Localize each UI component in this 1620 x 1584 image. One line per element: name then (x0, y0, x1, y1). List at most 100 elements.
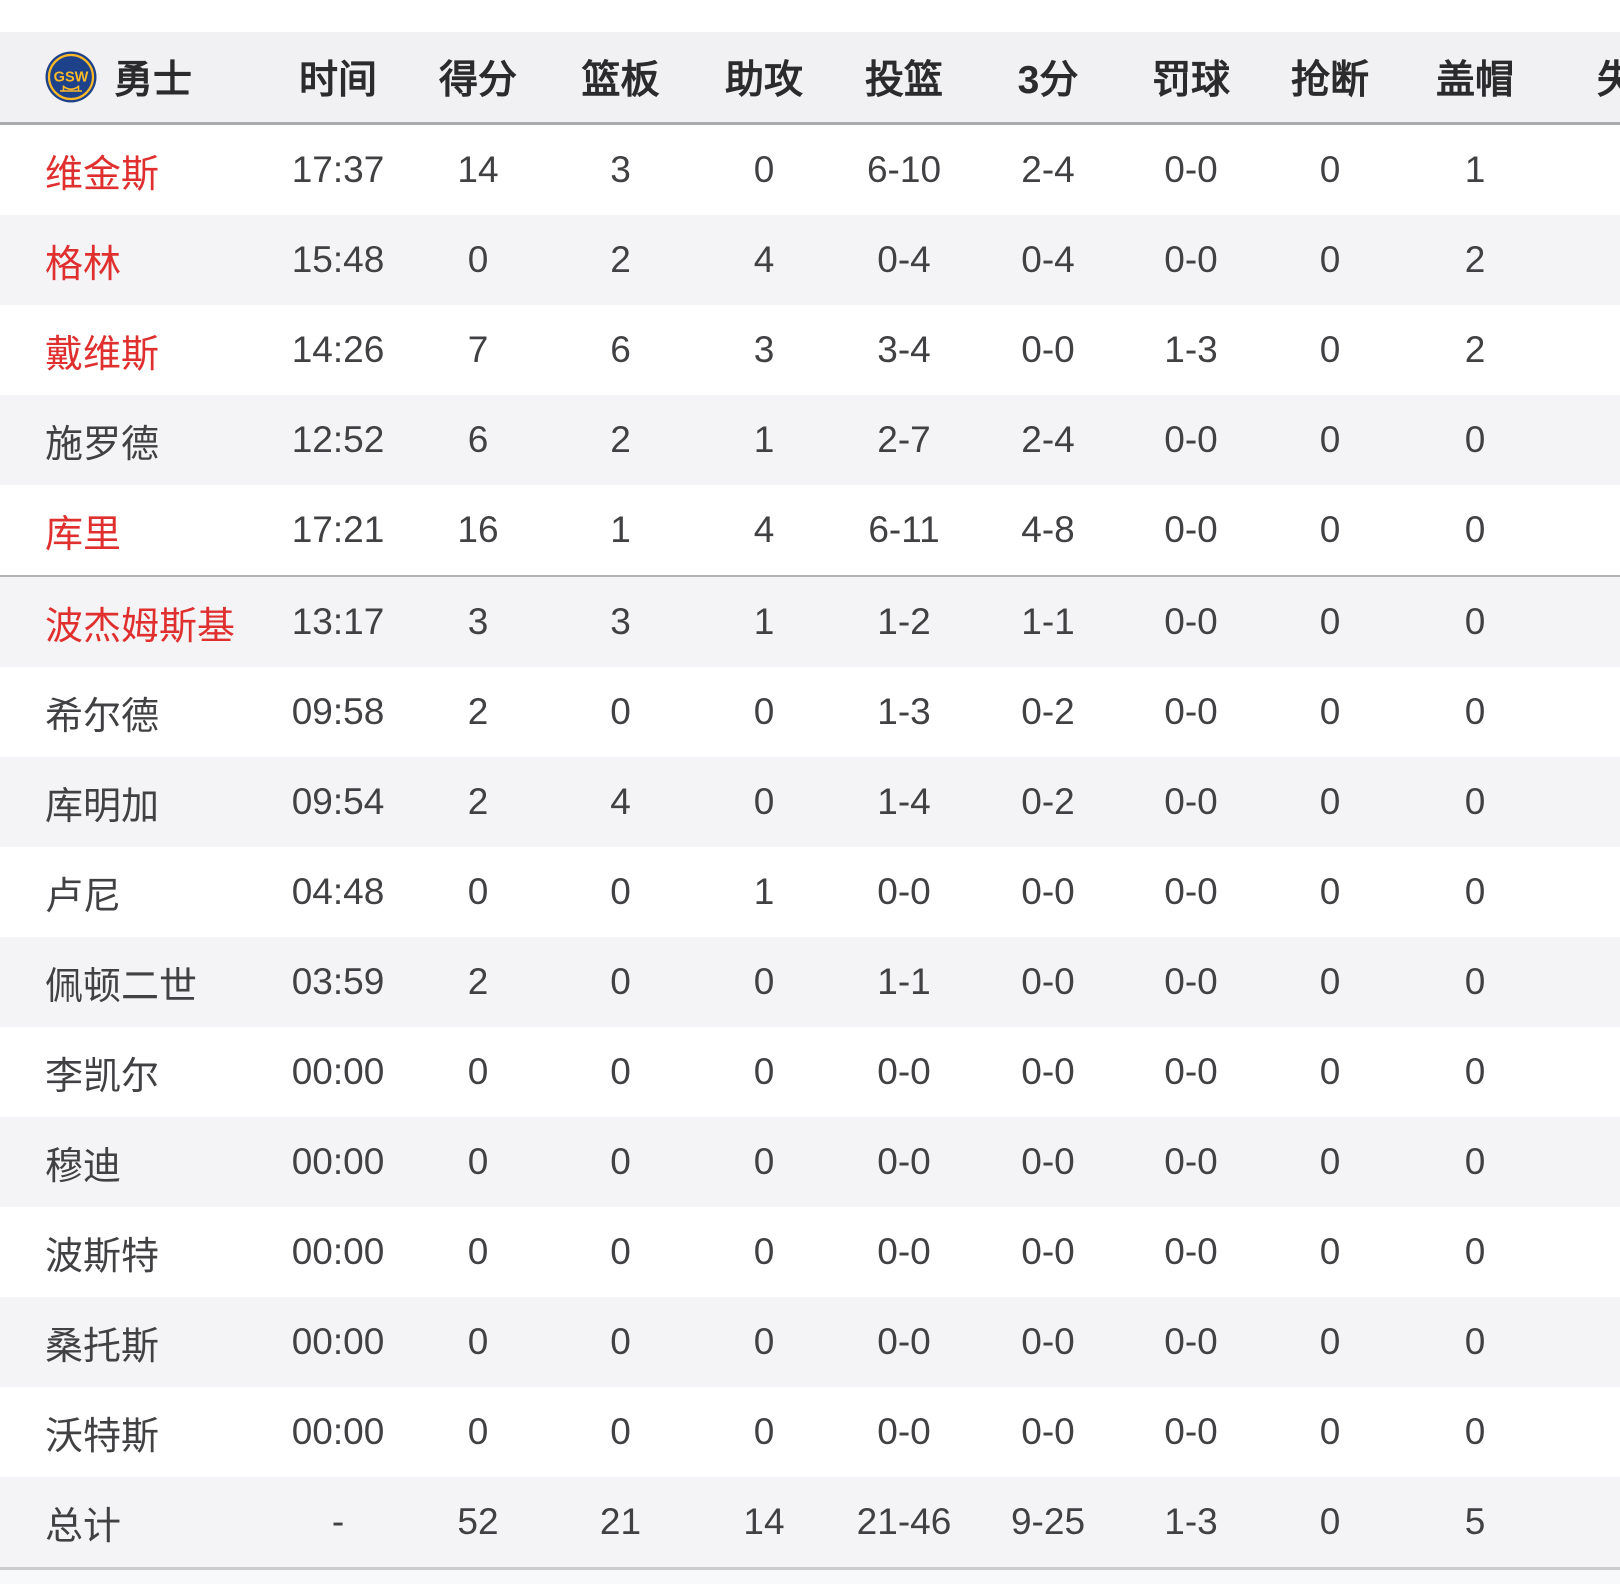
stat-time: 13:17 (291, 601, 385, 642)
table-row-player: 维金斯 17:37 14 3 0 6-10 2-4 0-0 0 1 (0, 123, 1620, 216)
stat-points: 0 (467, 871, 489, 912)
stat-steals: 0 (1319, 601, 1341, 642)
total-rebounds: 21 (599, 1501, 642, 1542)
stat-three-pointers: 4-8 (1021, 509, 1075, 550)
stat-turnovers-offscreen (1549, 395, 1620, 485)
stat-points: 16 (457, 509, 499, 550)
col-points: 得分 (408, 32, 548, 125)
stat-turnovers-offscreen (1549, 215, 1620, 305)
player-name-cell[interactable]: 希尔德 (0, 667, 268, 757)
stat-three-pointers: 0-4 (1021, 239, 1075, 280)
total-label-cell: 总计 (0, 1477, 268, 1569)
stat-rebounds: 0 (610, 961, 631, 1002)
stat-turnovers-offscreen (1549, 1387, 1620, 1477)
stat-blocks: 0 (1464, 1321, 1486, 1362)
stat-free-throws: 0-0 (1164, 691, 1218, 732)
stat-three-pointers: 2-4 (1021, 419, 1075, 460)
player-name-cell[interactable]: 波杰姆斯基 (0, 576, 268, 667)
player-name-cell[interactable]: 库明加 (0, 757, 268, 847)
stat-time: 14:26 (291, 329, 385, 370)
stat-blocks: 0 (1464, 1141, 1486, 1182)
player-name-cell[interactable]: 波斯特 (0, 1207, 268, 1297)
player-name: 波斯特 (45, 1235, 160, 1278)
stat-steals: 0 (1319, 961, 1341, 1002)
stat-points: 0 (467, 1321, 489, 1362)
stat-steals: 0 (1319, 781, 1341, 822)
stat-rebounds: 0 (610, 1321, 631, 1362)
stat-rebounds: 3 (610, 149, 631, 190)
stat-points: 0 (467, 1051, 489, 1092)
player-name-cell[interactable]: 施罗德 (0, 395, 268, 485)
stat-time: 03:59 (291, 961, 385, 1002)
stat-blocks: 0 (1464, 961, 1486, 1002)
player-name: 维金斯 (45, 153, 160, 196)
col-assists: 助攻 (693, 32, 835, 125)
stat-points: 2 (467, 961, 489, 1002)
stat-three-pointers: 0-0 (1021, 1231, 1075, 1272)
stat-turnovers-offscreen (1549, 1117, 1620, 1207)
player-name-cell[interactable]: 佩顿二世 (0, 937, 268, 1027)
stat-field-goals: 0-0 (877, 1321, 931, 1362)
table-row-player: 戴维斯 14:26 7 6 3 3-4 0-0 1-3 0 2 (0, 305, 1620, 395)
stat-turnovers-offscreen (1549, 667, 1620, 757)
stat-three-pointers: 0-0 (1021, 1051, 1075, 1092)
stat-field-goals: 1-2 (877, 601, 931, 642)
player-name: 穆迪 (45, 1145, 122, 1188)
stat-blocks: 1 (1464, 149, 1486, 190)
stat-free-throws: 0-0 (1164, 419, 1218, 460)
table-row-player: 李凯尔 00:00 0 0 0 0-0 0-0 0-0 0 0 (0, 1027, 1620, 1117)
stat-assists: 1 (753, 871, 775, 912)
stat-free-throws: 0-0 (1164, 871, 1218, 912)
stat-time: 17:21 (291, 509, 385, 550)
col-time: 时间 (268, 32, 408, 125)
stat-blocks: 0 (1464, 1051, 1486, 1092)
stat-field-goals: 0-0 (877, 1141, 931, 1182)
stat-rebounds: 2 (610, 239, 631, 280)
table-row-player: 库里 17:21 16 1 4 6-11 4-8 0-0 0 0 (0, 485, 1620, 576)
stat-points: 0 (467, 239, 489, 280)
stat-time: 04:48 (291, 871, 385, 912)
player-name-cell[interactable]: 沃特斯 (0, 1387, 268, 1477)
stat-free-throws: 0-0 (1164, 509, 1218, 550)
stat-steals: 0 (1319, 239, 1341, 280)
player-name-cell[interactable]: 戴维斯 (0, 305, 268, 395)
stat-time: 00:00 (291, 1141, 385, 1182)
stat-free-throws: 0-0 (1164, 1051, 1218, 1092)
table-row-player: 格林 15:48 0 2 4 0-4 0-4 0-0 0 2 (0, 215, 1620, 305)
stat-field-goals: 0-4 (877, 239, 931, 280)
stat-free-throws: 0-0 (1164, 239, 1218, 280)
stat-points: 14 (457, 149, 499, 190)
player-name-cell[interactable]: 李凯尔 (0, 1027, 268, 1117)
player-name: 库里 (45, 513, 122, 556)
stat-assists: 4 (753, 509, 775, 550)
team-name: 勇士 (114, 59, 193, 102)
stat-turnovers-offscreen (1549, 1027, 1620, 1117)
stat-turnovers-offscreen (1549, 576, 1620, 667)
stat-blocks: 0 (1464, 419, 1486, 460)
box-score-table-scroll-area[interactable]: GSW 勇士 时间 得分 篮板 助攻 投篮 3分 罚球 抢断 盖帽 失 维金斯 … (0, 32, 1620, 1570)
stat-assists: 0 (753, 1231, 775, 1272)
player-name-cell[interactable]: 穆迪 (0, 1117, 268, 1207)
player-name: 李凯尔 (45, 1055, 160, 1098)
stat-field-goals: 0-0 (877, 1051, 931, 1092)
player-name: 波杰姆斯基 (45, 605, 236, 648)
stat-field-goals: 1-3 (877, 691, 931, 732)
player-name: 希尔德 (45, 695, 160, 738)
player-name-cell[interactable]: 卢尼 (0, 847, 268, 937)
player-name-cell[interactable]: 桑托斯 (0, 1297, 268, 1387)
player-name-cell[interactable]: 库里 (0, 485, 268, 576)
col-blocks: 盖帽 (1401, 32, 1549, 125)
player-name-cell[interactable]: 格林 (0, 215, 268, 305)
stat-rebounds: 2 (610, 419, 631, 460)
stat-blocks: 0 (1464, 1411, 1486, 1452)
stat-rebounds: 3 (610, 601, 631, 642)
stat-assists: 4 (753, 239, 775, 280)
player-name-cell[interactable]: 维金斯 (0, 124, 268, 216)
stat-points: 6 (467, 419, 489, 460)
stat-points: 3 (467, 601, 489, 642)
stat-blocks: 2 (1464, 329, 1486, 370)
gsw-team-logo-icon: GSW (45, 51, 97, 103)
stat-free-throws: 0-0 (1164, 781, 1218, 822)
total-points: 52 (457, 1501, 499, 1542)
stat-time: 09:54 (291, 781, 385, 822)
